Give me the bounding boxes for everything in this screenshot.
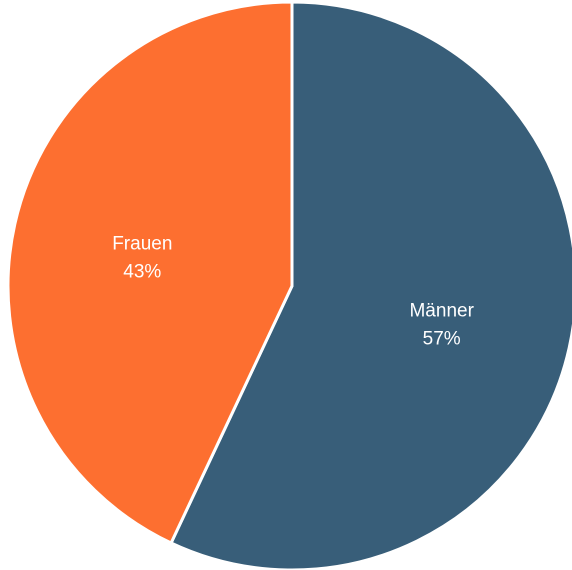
- pie-slice-frauen: [6, 0, 294, 545]
- pie-label-value: 43%: [123, 262, 161, 283]
- pie-label-category: Frauen: [112, 234, 172, 255]
- pie-label-value: 57%: [423, 329, 461, 350]
- pie-label-frauen: Frauen 43%: [112, 234, 172, 283]
- pie-slices: [6, 0, 572, 570]
- pie-labels: Männer 57% Frauen 43%: [112, 234, 474, 350]
- pie-label-maenner: Männer 57%: [409, 301, 474, 350]
- pie-slice-maenner: [169, 0, 572, 570]
- pie-label-category: Männer: [409, 301, 474, 322]
